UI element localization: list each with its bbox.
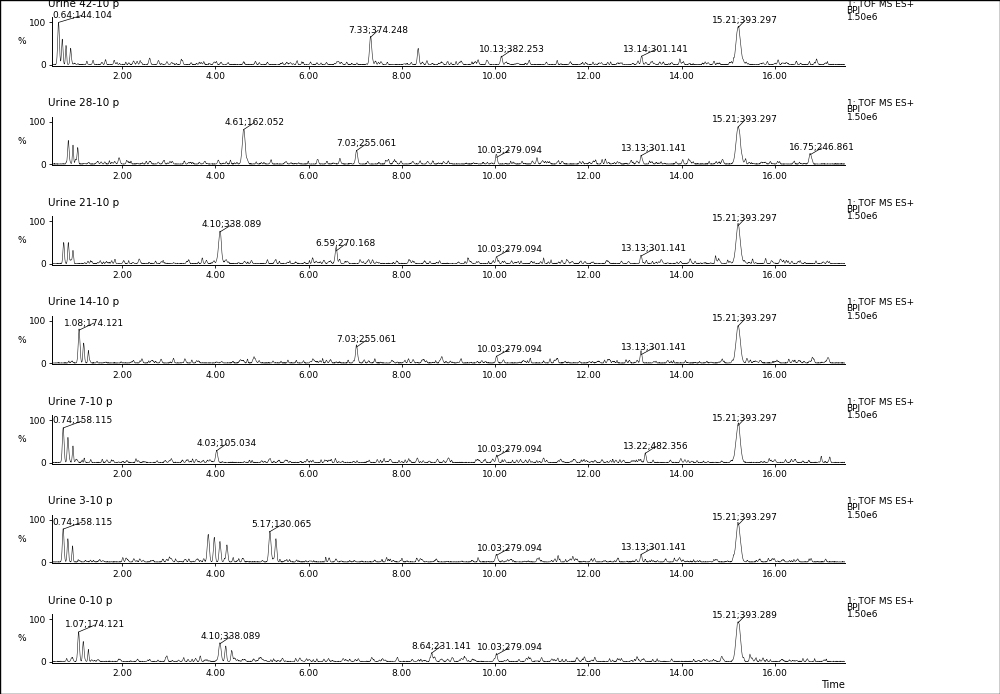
Text: 1.50e6: 1.50e6 [847, 312, 878, 321]
Text: 1.50e6: 1.50e6 [847, 112, 878, 121]
Text: BPI: BPI [847, 105, 861, 115]
Text: 4.10;338.089: 4.10;338.089 [201, 221, 262, 232]
Text: 10.03;279.094: 10.03;279.094 [476, 245, 542, 257]
Text: 8.64;231.141: 8.64;231.141 [411, 641, 471, 653]
Text: Urine 28-10 p: Urine 28-10 p [48, 98, 119, 108]
Text: 15.21;393.297: 15.21;393.297 [712, 16, 778, 28]
Text: 7.03;255.061: 7.03;255.061 [337, 335, 397, 347]
Text: 15.21;393.297: 15.21;393.297 [712, 115, 778, 127]
Text: 4.61;162.052: 4.61;162.052 [225, 118, 285, 130]
Text: 10.03;279.094: 10.03;279.094 [476, 146, 542, 158]
Text: Urine 21-10 p: Urine 21-10 p [48, 198, 119, 208]
Text: 1.50e6: 1.50e6 [847, 212, 878, 221]
Text: 13.13;301.141: 13.13;301.141 [621, 144, 687, 155]
Text: Urine 14-10 p: Urine 14-10 p [48, 297, 119, 307]
Y-axis label: %: % [17, 634, 26, 643]
Text: Urine 7-10 p: Urine 7-10 p [48, 396, 113, 407]
Text: Time: Time [821, 679, 845, 690]
Text: 1: TOF MS ES+: 1: TOF MS ES+ [847, 497, 914, 506]
Text: 6.59;270.168: 6.59;270.168 [316, 239, 376, 251]
Text: 1: TOF MS ES+: 1: TOF MS ES+ [847, 298, 914, 307]
Text: 1: TOF MS ES+: 1: TOF MS ES+ [847, 99, 914, 108]
Text: 5.17;130.065: 5.17;130.065 [252, 520, 312, 532]
Text: 1.50e6: 1.50e6 [847, 13, 878, 22]
Text: 10.03;279.094: 10.03;279.094 [476, 543, 542, 555]
Y-axis label: %: % [17, 435, 26, 444]
Text: BPI: BPI [847, 404, 861, 413]
Text: 13.14;301.141: 13.14;301.141 [623, 44, 689, 56]
Y-axis label: %: % [17, 37, 26, 46]
Text: Urine 0-10 p: Urine 0-10 p [48, 595, 112, 605]
Y-axis label: %: % [17, 137, 26, 146]
Text: 0.74;158.115: 0.74;158.115 [52, 416, 112, 428]
Text: 15.21;393.297: 15.21;393.297 [712, 414, 778, 425]
Text: 1.50e6: 1.50e6 [847, 511, 878, 520]
Text: Urine 3-10 p: Urine 3-10 p [48, 496, 113, 506]
Y-axis label: %: % [17, 336, 26, 344]
Text: BPI: BPI [847, 6, 861, 15]
Y-axis label: %: % [17, 236, 26, 245]
Text: 0.74;158.115: 0.74;158.115 [52, 518, 112, 529]
Text: 1.50e6: 1.50e6 [847, 411, 878, 420]
Text: 15.21;393.289: 15.21;393.289 [712, 611, 778, 623]
Text: 10.13;382.253: 10.13;382.253 [479, 46, 545, 57]
Text: 10.03;279.094: 10.03;279.094 [476, 445, 542, 457]
Text: 13.13;301.141: 13.13;301.141 [621, 543, 687, 555]
Text: BPI: BPI [847, 205, 861, 214]
Text: 10.03;279.094: 10.03;279.094 [476, 345, 542, 356]
Text: Urine 42-10 p: Urine 42-10 p [48, 0, 119, 8]
Text: 1.50e6: 1.50e6 [847, 610, 878, 619]
Text: BPI: BPI [847, 305, 861, 314]
Text: BPI: BPI [847, 503, 861, 512]
Text: 4.03;105.034: 4.03;105.034 [197, 439, 257, 450]
Text: 1: TOF MS ES+: 1: TOF MS ES+ [847, 398, 914, 407]
Text: 13.22;482.356: 13.22;482.356 [623, 441, 689, 453]
Text: 1: TOF MS ES+: 1: TOF MS ES+ [847, 597, 914, 605]
Text: 1: TOF MS ES+: 1: TOF MS ES+ [847, 0, 914, 8]
Text: 1.08;174.121: 1.08;174.121 [64, 319, 124, 330]
Y-axis label: %: % [17, 534, 26, 543]
Text: 10.03;279.094: 10.03;279.094 [476, 643, 542, 654]
Text: 1: TOF MS ES+: 1: TOF MS ES+ [847, 198, 914, 208]
Text: 15.21;393.297: 15.21;393.297 [712, 314, 778, 326]
Text: 13.13;301.141: 13.13;301.141 [621, 244, 687, 256]
Text: 15.21;393.297: 15.21;393.297 [712, 514, 778, 525]
Text: 0.64;144.104: 0.64;144.104 [52, 11, 112, 22]
Text: 7.33;374.248: 7.33;374.248 [348, 26, 408, 37]
Text: 15.21;393.297: 15.21;393.297 [712, 214, 778, 226]
Text: 16.75;246.861: 16.75;246.861 [789, 143, 855, 155]
Text: 4.10;338.089: 4.10;338.089 [200, 632, 261, 644]
Text: 7.03;255.061: 7.03;255.061 [337, 139, 397, 151]
Text: 1.07;174.121: 1.07;174.121 [65, 620, 125, 632]
Text: 13.13;301.141: 13.13;301.141 [621, 343, 687, 355]
Text: BPI: BPI [847, 603, 861, 612]
